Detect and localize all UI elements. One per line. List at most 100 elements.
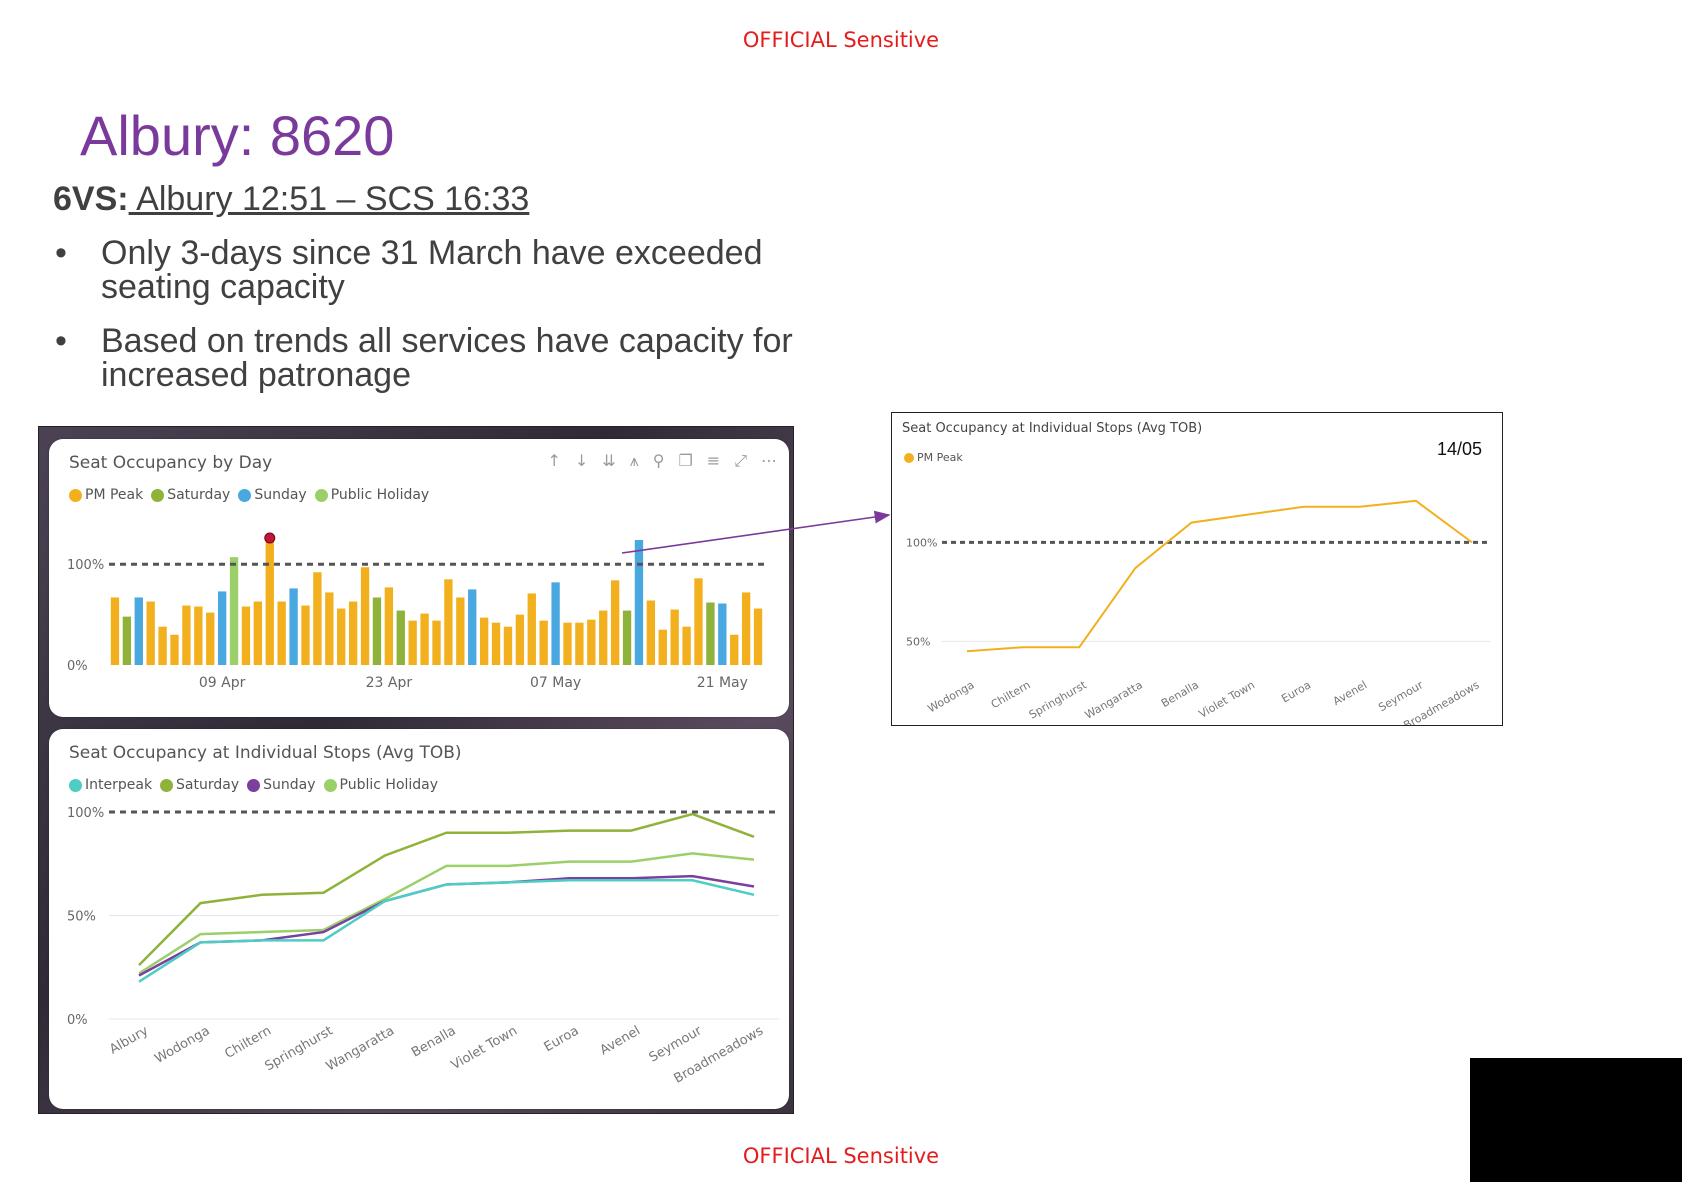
more-options-icon[interactable]: ⋯ [761,451,777,470]
y-tick-label: 50% [67,910,96,925]
bar [634,540,644,665]
pm-peak-stops-panel: Seat Occupancy at Individual Stops (Avg … [891,412,1503,726]
x-tick-label: Springhurst [262,1023,335,1074]
filter-icon[interactable]: ≡ [706,451,721,470]
legend-item-public-holiday[interactable]: Public Holiday [314,487,430,503]
bullet-marker: • [55,234,67,272]
bar [384,587,394,665]
bar [432,620,441,665]
x-tick-label: Violet Town [1197,678,1257,720]
bar [122,616,132,665]
x-tick-label: Violet Town [449,1023,520,1073]
legend-swatch [151,488,165,502]
bar [670,609,679,665]
legend-label: Public Holiday [330,487,430,503]
visual-toolbar: ↑ ↓ ⇊ ⩚ ⚲ ❐ ≡ ⤢ ⋯ [547,451,777,471]
bar [158,626,167,665]
bar [420,613,429,665]
legend-item-saturday[interactable]: Saturday [160,777,239,793]
legend-swatch [904,452,914,463]
legend-swatch [160,778,174,792]
bullet-item: • Based on trends all services have capac… [53,324,793,392]
copy-icon[interactable]: ❐ [678,451,693,470]
x-tick-label: Chiltern [222,1023,274,1061]
bar [146,601,155,665]
bar [265,539,274,665]
x-tick-label: Chiltern [989,678,1033,711]
y-tick-label: 0% [67,659,88,674]
classification-banner-top: OFFICIAL Sensitive [742,28,940,52]
bar [468,589,477,665]
legend-swatch [69,488,82,502]
bar [444,579,453,665]
focus-mode-icon[interactable]: ⤢ [734,451,747,470]
legend-item-pm-peak[interactable]: PM Peak [69,487,143,503]
arrow-down-icon[interactable]: ↓ [574,451,589,470]
expand-hierarchy-icon[interactable]: ⩚ [629,451,639,470]
legend-item-pm-peak[interactable]: PM Peak [904,451,963,464]
y-tick-label: 100% [906,536,937,549]
chart-title: Seat Occupancy at Individual Stops (Avg … [902,421,1203,436]
bar [694,578,703,665]
legend-label: Sunday [254,487,307,503]
legend-swatch [69,778,82,792]
legend-item-sunday[interactable]: Sunday [238,487,307,503]
bar [515,614,525,665]
legend-item-interpeak[interactable]: Interpeak [69,777,152,793]
legend-item-sunday[interactable]: Sunday [247,777,316,793]
bullet-marker: • [55,322,67,360]
page-title: Albury: 8620 [80,104,395,167]
legend-label: PM Peak [917,451,963,464]
x-tick-label: Euroa [542,1023,582,1055]
dashboard-screenshot: Seat Occupancy by Day ↑ ↓ ⇊ ⩚ ⚲ ❐ ≡ ⤢ ⋯ … [38,426,794,1114]
legend-item-saturday[interactable]: Saturday [151,487,230,503]
legend-swatch [314,488,328,502]
bar [408,620,417,665]
legend-label: Sunday [263,777,316,793]
bar [599,610,608,665]
x-tick-label: Springhurst [1027,678,1090,722]
series-line [138,812,755,967]
bar [563,622,572,665]
y-tick-label: 100% [67,558,104,573]
bar [360,567,370,665]
bullet-text: Only 3-days since 31 March have exceeded… [101,234,763,306]
bar [718,603,727,665]
chart-title: Seat Occupancy at Individual Stops (Avg … [69,743,462,763]
bar [253,601,263,665]
series-line [966,499,1473,653]
bar [491,622,501,665]
legend-label: PM Peak [85,487,144,503]
seat-occupancy-stops-chart: 0% 50% 100% Albury Wodonga ChilternSpringhurs… [67,806,779,1087]
service-times: Albury 12:51 – SCS 16:33 [128,180,530,218]
arrow-up-icon[interactable]: ↑ [547,451,561,470]
chart-legend: Interpeak Saturday Sunday Public Holiday [69,777,438,793]
bar [503,626,513,665]
legend-label: Saturday [176,777,240,793]
legend-label: Interpeak [85,777,153,793]
legend-item-public-holiday[interactable]: Public Holiday [323,777,438,793]
service-code-label: 6VS: [53,180,129,218]
double-arrow-down-icon[interactable]: ⇊ [602,451,616,470]
bar [134,597,143,665]
bullet-list: • Only 3-days since 31 March have exceede… [53,236,793,412]
y-tick-label: 100% [67,806,104,821]
seat-occupancy-by-day-card: Seat Occupancy by Day ↑ ↓ ⇊ ⩚ ⚲ ❐ ≡ ⤢ ⋯ … [49,439,789,717]
bar [610,580,620,665]
bar [456,597,465,665]
bar [479,617,489,665]
bar [682,626,691,665]
y-tick-label: 0% [67,1013,88,1028]
bar [229,557,239,665]
bar [182,605,191,665]
pm-peak-stops-chart: 50% 100% Wodonga ChilternSpringhurstWangara… [906,499,1490,725]
x-tick-label: 07 May [530,675,581,691]
seat-occupancy-by-day-chart: 0% 100% 09 Apr 23 Apr 07 May 21 May [67,532,764,691]
classification-banner-bottom: OFFICIAL Sensitive [742,1144,940,1168]
x-tick-label: Avenel [1331,678,1370,708]
bar [396,610,405,665]
pin-icon[interactable]: ⚲ [652,451,665,470]
bar [730,634,739,665]
x-tick-label: Albury [107,1023,151,1057]
bar [206,612,215,665]
